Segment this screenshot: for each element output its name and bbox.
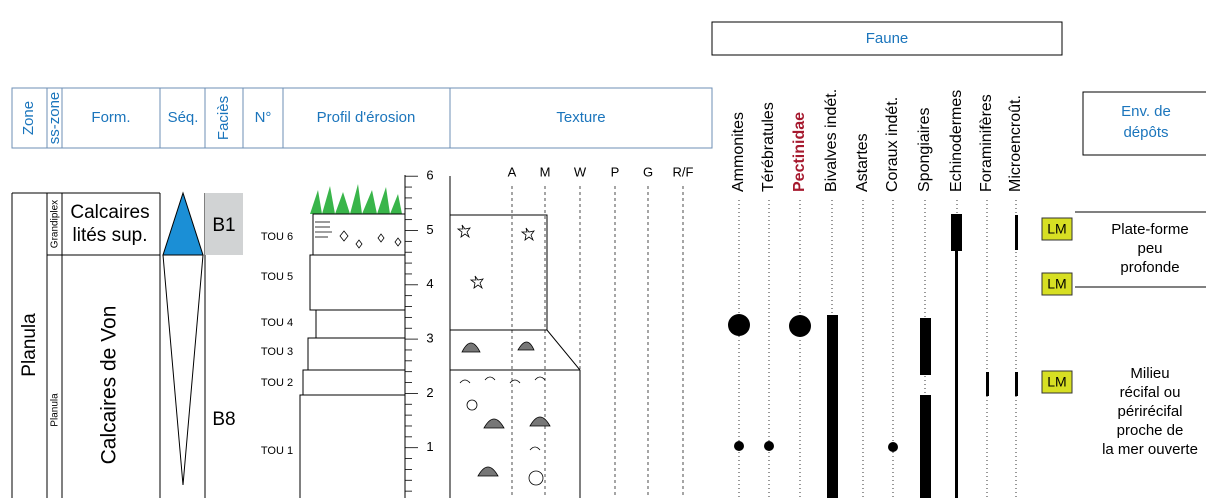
lm-box bbox=[1041, 217, 1073, 241]
column-header: Texture bbox=[556, 109, 605, 126]
texture-class: W bbox=[574, 164, 587, 179]
fauna-label: Bivalves indét. bbox=[823, 89, 840, 192]
lm-box bbox=[1041, 272, 1073, 296]
bed-label: TOU 2 bbox=[261, 377, 293, 389]
fauna-label: Microencroût. bbox=[1007, 95, 1024, 192]
fauna-label: Ammonites bbox=[730, 112, 747, 192]
scale-label: 6 bbox=[426, 168, 433, 183]
texture-profile bbox=[449, 176, 581, 498]
faune-title: Faune bbox=[866, 30, 909, 47]
environment-text: périrécifal bbox=[1117, 403, 1182, 420]
scale-label: 5 bbox=[426, 222, 433, 237]
texture-class: R/F bbox=[673, 164, 694, 179]
texture-class: M bbox=[540, 164, 551, 179]
column-header: Faciès bbox=[215, 96, 232, 140]
zone-label: Planula bbox=[19, 313, 40, 377]
bed-label: TOU 3 bbox=[261, 346, 293, 358]
environment-text: Plate-forme bbox=[1111, 221, 1189, 238]
fauna-label: Astartes bbox=[854, 133, 871, 192]
texture-class: G bbox=[643, 164, 653, 179]
texture-class: P bbox=[611, 164, 620, 179]
body-grid bbox=[11, 192, 206, 498]
scale-label: 3 bbox=[426, 331, 433, 346]
environment-text: Milieu bbox=[1130, 365, 1169, 382]
column-header: Séq. bbox=[168, 109, 199, 126]
ss-zone-label: Grandiplex bbox=[50, 200, 61, 248]
bed-label: TOU 1 bbox=[261, 445, 293, 457]
header-box bbox=[11, 87, 713, 149]
facies-b1-fill bbox=[205, 193, 243, 255]
env-title: dépôts bbox=[1123, 124, 1168, 141]
fauna-label: Pectinidae bbox=[791, 112, 808, 192]
fauna: Ammonites Térébratules Pectinidae Bivalves … bbox=[730, 89, 1024, 498]
env-dividers bbox=[1075, 211, 1206, 288]
facies-label: B8 bbox=[212, 409, 235, 430]
fauna-label: Foraminifères bbox=[978, 94, 995, 192]
lm-labels: LM LM LM bbox=[1041, 217, 1073, 394]
fauna-label: Echinodermes bbox=[948, 90, 965, 192]
bed-label: TOU 6 bbox=[261, 231, 293, 243]
formation-label: lités sup. bbox=[73, 225, 148, 246]
sequence-triangle bbox=[162, 254, 204, 486]
texture: A M W P G R/F bbox=[508, 164, 694, 498]
grass bbox=[310, 184, 402, 214]
scale: 1 2 3 4 5 6 bbox=[405, 168, 434, 492]
fossil-symbols bbox=[456, 224, 551, 486]
fauna-label: Térébratules bbox=[760, 102, 777, 192]
beds: TOU 6 TOU 5 TOU 4 TOU 3 TOU 2 TOU 1 bbox=[261, 231, 293, 457]
environment-text: peu bbox=[1137, 240, 1162, 257]
texture-class: A bbox=[508, 164, 517, 179]
bedding-ticks bbox=[315, 221, 332, 238]
scale-label: 2 bbox=[426, 385, 433, 400]
environments: Plate-forme peu profonde Milieu récifal ou pé… bbox=[1102, 221, 1198, 458]
lm-label: LM bbox=[1047, 276, 1066, 292]
ss-zone-label: Planula bbox=[50, 393, 61, 427]
formation-label: Calcaires bbox=[70, 202, 149, 223]
bed-boundaries bbox=[303, 254, 405, 396]
faune-box bbox=[711, 21, 1063, 56]
scale-label: 4 bbox=[426, 276, 433, 291]
lm-label: LM bbox=[1047, 374, 1066, 390]
column-header: Zone bbox=[20, 101, 37, 135]
scale-label: 1 bbox=[426, 439, 433, 454]
environment-text: récifal ou bbox=[1120, 384, 1181, 401]
fauna-label: Spongiaires bbox=[916, 108, 933, 193]
fauna-occurrences bbox=[728, 214, 1018, 498]
bed-label: TOU 4 bbox=[261, 317, 293, 329]
column-header: Form. bbox=[91, 109, 130, 126]
fauna-label: Coraux indét. bbox=[884, 97, 901, 192]
environment-text: profonde bbox=[1120, 259, 1179, 276]
lm-box bbox=[1041, 370, 1073, 394]
column-header: N° bbox=[255, 109, 272, 126]
environment-text: la mer ouverte bbox=[1102, 441, 1198, 458]
erosion-profile bbox=[299, 213, 405, 498]
sequence-triangle bbox=[162, 191, 204, 256]
environment-text: proche de bbox=[1117, 422, 1184, 439]
formation-label: Calcaires de Von bbox=[98, 306, 121, 465]
bed-label: TOU 5 bbox=[261, 271, 293, 283]
env-title: Env. de bbox=[1121, 103, 1171, 120]
env-box bbox=[1082, 91, 1206, 156]
lm-label: LM bbox=[1047, 221, 1066, 237]
column-header: Profil d'érosion bbox=[317, 109, 416, 126]
header-dividers bbox=[46, 88, 451, 148]
facies-label: B1 bbox=[212, 215, 235, 236]
crystals bbox=[339, 230, 402, 249]
column-header: ss-zone bbox=[46, 92, 63, 145]
